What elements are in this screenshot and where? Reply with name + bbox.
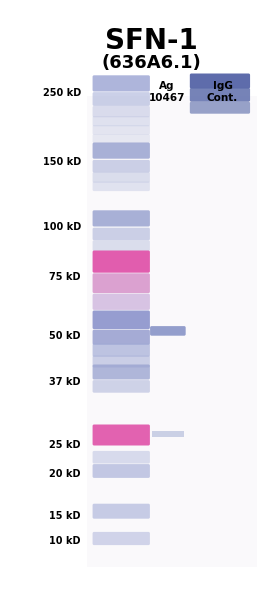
- FancyBboxPatch shape: [190, 101, 250, 114]
- FancyBboxPatch shape: [92, 329, 150, 344]
- FancyBboxPatch shape: [92, 75, 150, 91]
- Text: IgG
Cont.: IgG Cont.: [207, 81, 238, 103]
- FancyBboxPatch shape: [92, 343, 150, 356]
- FancyBboxPatch shape: [150, 326, 186, 335]
- FancyBboxPatch shape: [92, 125, 150, 134]
- Text: 150 kD: 150 kD: [43, 157, 81, 167]
- FancyBboxPatch shape: [92, 172, 150, 182]
- FancyBboxPatch shape: [92, 503, 150, 518]
- Text: SFN-1: SFN-1: [105, 27, 197, 55]
- FancyBboxPatch shape: [92, 425, 150, 445]
- FancyBboxPatch shape: [92, 451, 150, 463]
- FancyBboxPatch shape: [92, 355, 150, 367]
- FancyBboxPatch shape: [92, 160, 150, 173]
- FancyBboxPatch shape: [190, 73, 250, 88]
- FancyBboxPatch shape: [92, 181, 150, 191]
- FancyBboxPatch shape: [92, 464, 150, 478]
- FancyBboxPatch shape: [92, 142, 150, 158]
- FancyBboxPatch shape: [92, 310, 150, 329]
- Bar: [87, 96, 257, 567]
- Text: 100 kD: 100 kD: [43, 222, 81, 232]
- FancyBboxPatch shape: [92, 106, 150, 117]
- FancyBboxPatch shape: [92, 380, 150, 393]
- FancyBboxPatch shape: [92, 273, 150, 293]
- Text: 37 kD: 37 kD: [49, 377, 81, 387]
- Text: (636A6.1): (636A6.1): [101, 54, 201, 72]
- Text: 250 kD: 250 kD: [43, 88, 81, 98]
- FancyBboxPatch shape: [92, 294, 150, 310]
- FancyBboxPatch shape: [92, 116, 150, 126]
- FancyBboxPatch shape: [92, 251, 150, 272]
- FancyBboxPatch shape: [92, 240, 150, 251]
- FancyBboxPatch shape: [92, 210, 150, 226]
- Text: 20 kD: 20 kD: [49, 469, 81, 479]
- Text: 75 kD: 75 kD: [49, 272, 81, 282]
- FancyBboxPatch shape: [92, 227, 150, 240]
- FancyBboxPatch shape: [92, 532, 150, 545]
- FancyBboxPatch shape: [190, 88, 250, 101]
- Text: 10 kD: 10 kD: [49, 536, 81, 546]
- FancyBboxPatch shape: [92, 364, 150, 379]
- Text: Ag
10467: Ag 10467: [149, 81, 185, 103]
- Text: 50 kD: 50 kD: [49, 331, 81, 341]
- Text: 25 kD: 25 kD: [49, 440, 81, 450]
- Text: 15 kD: 15 kD: [49, 511, 81, 521]
- Bar: [152, 431, 184, 437]
- FancyBboxPatch shape: [92, 92, 150, 106]
- FancyBboxPatch shape: [92, 134, 150, 143]
